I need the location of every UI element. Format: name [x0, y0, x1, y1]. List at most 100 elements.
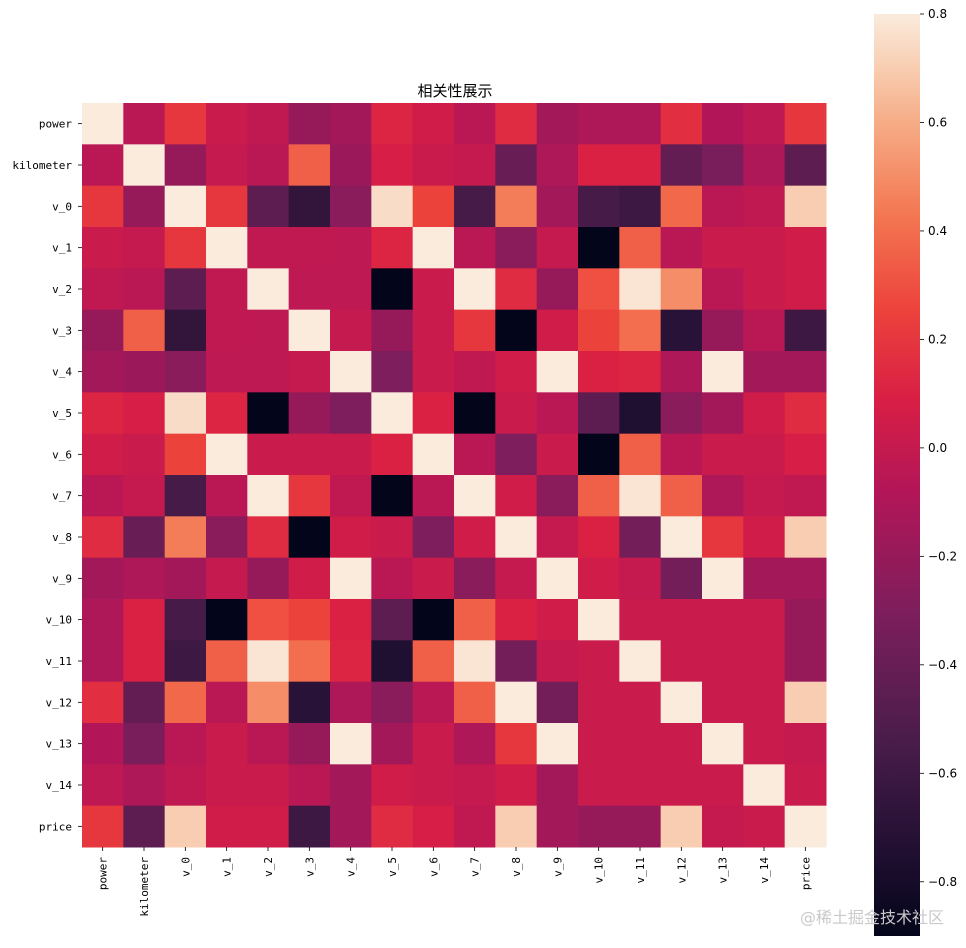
heatmap-cell-v_13-v_7 — [454, 723, 496, 765]
heatmap-cell-v_11-v_13 — [702, 640, 744, 683]
heatmap-cell-price-power — [82, 805, 124, 848]
heatmap-cell-v_10-v_9 — [536, 599, 579, 641]
heatmap-cell-power-v_10 — [578, 103, 620, 145]
heatmap-cell-v_3-v_14 — [743, 309, 786, 352]
heatmap-cell-v_3-v_10 — [578, 309, 620, 352]
heatmap-cell-v_14-v_12 — [660, 764, 703, 807]
heatmap-cell-v_2-v_4 — [330, 268, 372, 311]
heatmap-cell-v_7-v_2 — [247, 475, 290, 517]
heatmap-cell-v_14-v_0 — [164, 764, 207, 807]
heatmap-cell-v_10-v_2 — [247, 599, 290, 641]
heatmap-cell-v_13-v_13 — [702, 723, 744, 765]
heatmap-cell-v_8-power — [82, 516, 124, 559]
heatmap-cell-v_14-v_5 — [371, 764, 414, 807]
heatmap-cell-v_8-price — [784, 516, 827, 559]
heatmap-cell-v_12-v_5 — [371, 681, 414, 724]
heatmap-cell-power-power — [82, 103, 124, 145]
heatmap-cell-v_2-v_7 — [454, 268, 496, 311]
heatmap-cell-v_0-v_7 — [454, 185, 496, 228]
x-tick-label-v_8: v_8 — [510, 857, 523, 877]
heatmap-cell-price-kilometer — [123, 805, 166, 848]
heatmap-cell-v_5-v_11 — [619, 392, 662, 435]
x-tick-label-v_4: v_4 — [345, 857, 358, 877]
colorbar-tick-label-1: 0.6 — [928, 115, 947, 129]
heatmap-cell-v_4-v_2 — [247, 351, 290, 393]
heatmap-cell-price-v_4 — [330, 805, 372, 848]
heatmap-cell-v_7-price — [784, 475, 827, 517]
y-tick-label-v_2: v_2 — [52, 283, 72, 296]
y-tick-label-v_8: v_8 — [52, 531, 72, 544]
heatmap-cell-kilometer-v_2 — [247, 144, 290, 187]
heatmap-cell-v_3-v_6 — [412, 309, 455, 352]
heatmap-cell-v_2-price — [784, 268, 827, 311]
heatmap-cell-v_14-v_8 — [495, 764, 538, 807]
heatmap-cell-v_2-v_6 — [412, 268, 455, 311]
heatmap-cell-v_10-power — [82, 599, 124, 641]
heatmap-cell-v_9-v_10 — [578, 557, 620, 600]
heatmap-cell-v_10-v_8 — [495, 599, 538, 641]
heatmap-cell-v_3-v_13 — [702, 309, 744, 352]
heatmap-cell-power-v_14 — [743, 103, 786, 145]
heatmap-cell-power-v_7 — [454, 103, 496, 145]
heatmap-cell-v_6-v_2 — [247, 433, 290, 476]
heatmap-cell-v_8-kilometer — [123, 516, 166, 559]
heatmap-cell-v_11-kilometer — [123, 640, 166, 683]
heatmap-cell-price-v_3 — [288, 805, 331, 848]
heatmap-cell-v_6-v_11 — [619, 433, 662, 476]
heatmap-cell-v_9-power — [82, 557, 124, 600]
heatmap-cell-v_14-v_6 — [412, 764, 455, 807]
heatmap-cell-v_9-v_2 — [247, 557, 290, 600]
heatmap-cell-power-v_8 — [495, 103, 538, 145]
heatmap-cell-v_7-v_5 — [371, 475, 414, 517]
heatmap-cell-v_14-v_9 — [536, 764, 579, 807]
heatmap-cell-price-v_1 — [206, 805, 248, 848]
heatmap-cell-v_8-v_1 — [206, 516, 248, 559]
x-axis-tick-labels: power kilometer v_0 v_1 v_2 v_3 v_4 v_5 v_6 v_7 v_… — [97, 847, 812, 917]
heatmap-cell-v_9-v_1 — [206, 557, 248, 600]
heatmap-cell-v_10-v_11 — [619, 599, 662, 641]
heatmap-cell-v_0-v_2 — [247, 185, 290, 228]
heatmap-cell-v_5-v_5 — [371, 392, 414, 435]
heatmap-cell-v_13-v_11 — [619, 723, 662, 765]
heatmap-cell-power-v_11 — [619, 103, 662, 145]
heatmap-cell-v_1-v_7 — [454, 227, 496, 269]
heatmap-cell-v_5-price — [784, 392, 827, 435]
heatmap-cell-v_11-v_7 — [454, 640, 496, 683]
heatmap-cell-v_13-v_2 — [247, 723, 290, 765]
heatmap-cell-price-v_13 — [702, 805, 744, 848]
heatmap-cell-v_1-v_3 — [288, 227, 331, 269]
y-tick-label-v_10: v_10 — [46, 614, 73, 627]
heatmap-cells — [82, 103, 827, 848]
heatmap-cell-v_1-v_2 — [247, 227, 290, 269]
heatmap-cell-v_5-v_4 — [330, 392, 372, 435]
heatmap-cell-v_14-kilometer — [123, 764, 166, 807]
x-tick-label-v_5: v_5 — [386, 857, 399, 877]
heatmap-cell-v_6-kilometer — [123, 433, 166, 476]
heatmap-cell-v_11-v_2 — [247, 640, 290, 683]
colorbar-tick-label-7: −0.6 — [928, 766, 957, 780]
heatmap-cell-v_0-v_3 — [288, 185, 331, 228]
heatmap-cell-v_7-v_0 — [164, 475, 207, 517]
heatmap-cell-v_0-v_9 — [536, 185, 579, 228]
heatmap-cell-price-v_7 — [454, 805, 496, 848]
heatmap-cell-kilometer-v_7 — [454, 144, 496, 187]
heatmap-cell-v_7-v_11 — [619, 475, 662, 517]
heatmap-cell-v_0-v_5 — [371, 185, 414, 228]
heatmap-cell-power-v_2 — [247, 103, 290, 145]
heatmap-cell-v_6-v_10 — [578, 433, 620, 476]
heatmap-cell-v_13-power — [82, 723, 124, 765]
heatmap-cell-v_0-v_12 — [660, 185, 703, 228]
heatmap-cell-v_9-v_4 — [330, 557, 372, 600]
heatmap-cell-v_10-v_14 — [743, 599, 786, 641]
heatmap-cell-v_6-v_5 — [371, 433, 414, 476]
heatmap-cell-v_9-v_12 — [660, 557, 703, 600]
heatmap-cell-v_11-v_9 — [536, 640, 579, 683]
heatmap-cell-power-v_0 — [164, 103, 207, 145]
heatmap-cell-v_5-power — [82, 392, 124, 435]
heatmap-cell-power-v_3 — [288, 103, 331, 145]
heatmap-cell-kilometer-v_13 — [702, 144, 744, 187]
heatmap-cell-v_11-v_11 — [619, 640, 662, 683]
x-tick-label-v_9: v_9 — [551, 857, 564, 877]
heatmap-cell-v_13-v_14 — [743, 723, 786, 765]
heatmap-cell-v_8-v_5 — [371, 516, 414, 559]
